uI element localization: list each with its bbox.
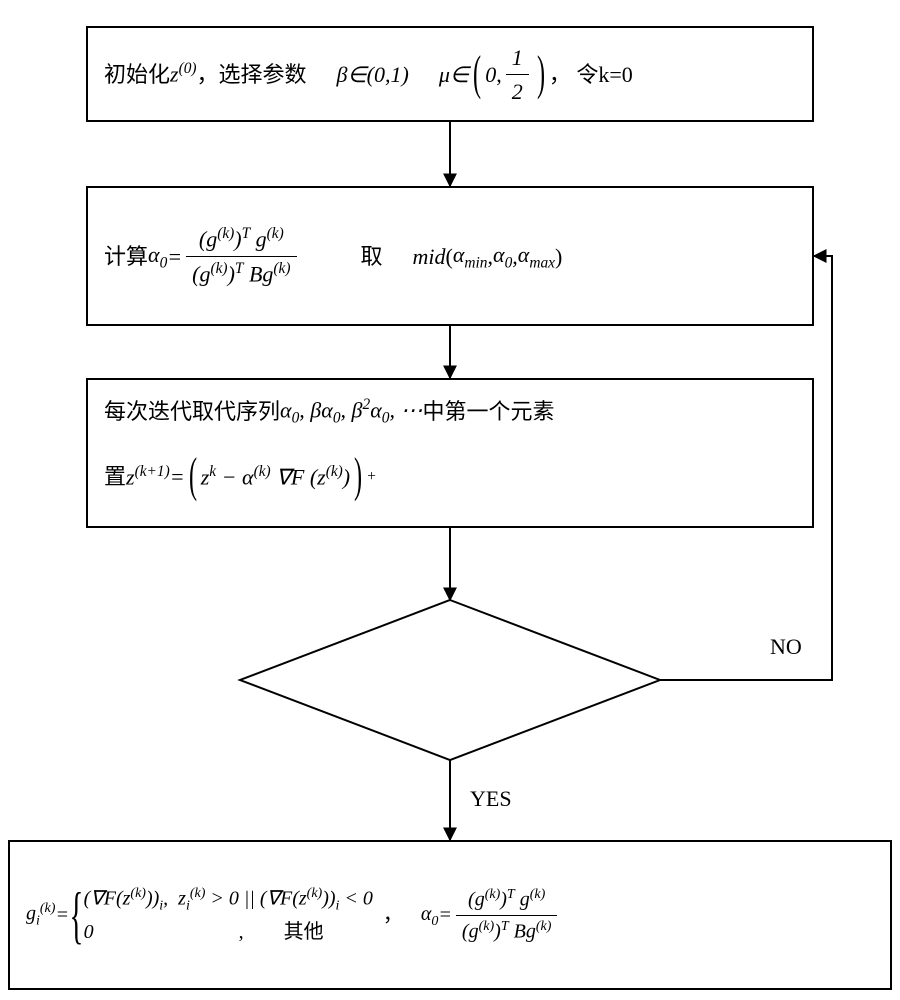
flowchart-canvas: 初始化 z(0) ，选择参数 β ∈(0,1) μ ∈ ( 0, 1 2 ) ，…: [0, 0, 900, 1000]
n4-text: 满足分辨率要求: [398, 657, 552, 682]
n5-z1k: (k): [130, 886, 146, 901]
n3-dots: ⋯: [400, 398, 422, 423]
n2-a0: 0: [505, 254, 513, 271]
n1-beta: β: [337, 62, 348, 87]
n2-a3: α: [518, 242, 530, 267]
n3-zk1: (k+1): [135, 463, 170, 480]
n5-grad2: ∇F: [267, 888, 293, 910]
n1-mu-lo: 0: [485, 58, 496, 91]
n3-line1b: 中第一个元素: [422, 395, 554, 428]
n5-alpha: α: [421, 903, 432, 925]
n3-ak: α: [242, 464, 254, 489]
node-calc-alpha: 计算 α0 = (g(k))T g(k) (g(k))T Bg(k) 取 mid…: [86, 186, 814, 326]
n1-init: 初始化: [104, 58, 170, 91]
n3-zp: z: [317, 464, 326, 489]
n1-mu: μ: [439, 62, 450, 87]
n5-zc: z: [178, 888, 186, 910]
n2-T2: T: [235, 260, 244, 277]
n5-comma: ，: [383, 900, 403, 930]
node-iterate: 每次迭代取代序列 α0, βα0, β2α0, ⋯ 中第一个元素 置 z(k+1…: [86, 378, 814, 528]
n5-zero: 0: [84, 921, 94, 943]
n5-eq: =: [55, 900, 69, 930]
n5-zck: (k): [190, 886, 206, 901]
n3-line1a: 每次迭代取代序列: [104, 395, 280, 428]
n3-plus: +: [366, 465, 376, 488]
n3-b2: β: [352, 398, 363, 423]
n1-beta-range: ∈(0,1): [348, 58, 409, 91]
n5-other: 其他: [284, 921, 324, 943]
n2-g3k: (k): [210, 260, 227, 277]
n5-or: ||: [244, 888, 255, 910]
n2-g2: g: [256, 227, 267, 252]
n2-take: 取: [361, 240, 383, 273]
n3-eq: =: [170, 460, 185, 493]
n2-g4: g: [262, 261, 273, 286]
n1-zsup: (0): [179, 60, 197, 77]
n3-b1: β: [310, 398, 321, 423]
n2-T1: T: [242, 225, 251, 242]
node-decision-text: z(k+1) 满足分辨率要求: [260, 652, 640, 684]
n1-mu-in: ∈: [450, 58, 469, 91]
n5-lt: < 0: [339, 888, 373, 910]
n1-choose: ，选择参数: [197, 58, 307, 91]
label-yes: YES: [470, 786, 512, 812]
n5-rhs-eq: =: [438, 900, 452, 930]
n2-g1k: (k): [217, 225, 234, 242]
n3-grad: ∇F: [276, 464, 304, 489]
n4-z: z: [348, 657, 357, 682]
n3-z: z: [126, 464, 135, 489]
n2-g4k: (k): [273, 260, 290, 277]
n1-tail: ， 令k=0: [549, 58, 633, 91]
n5-gt: > 0: [205, 888, 244, 910]
n1-mu-hi-den: 2: [506, 75, 529, 108]
n3-zk: z: [201, 464, 210, 489]
n2-g1: g: [206, 227, 217, 252]
node-result: gi(k) = { (∇F(z(k)))i, zi(k) > 0 || (∇F(…: [8, 840, 892, 990]
n3-a0: α: [280, 398, 292, 423]
n2-a2: α: [493, 242, 505, 267]
n3-a1: α: [321, 398, 333, 423]
n2-g3: g: [199, 261, 210, 286]
n1-z: z: [170, 62, 179, 87]
n3-minus: −: [222, 464, 242, 489]
n2-g2k: (k): [267, 225, 284, 242]
n2-amin: min: [464, 254, 487, 271]
node-init: 初始化 z(0) ，选择参数 β ∈(0,1) μ ∈ ( 0, 1 2 ) ，…: [86, 26, 814, 122]
n5-frac: (g(k))T g(k) (g(k))T Bg(k): [456, 884, 557, 946]
n3-line2a: 置: [104, 460, 126, 493]
n2-calc: 计算: [104, 240, 148, 273]
n2-frac: (g(k))T g(k) (g(k))T Bg(k): [186, 222, 296, 290]
n2-amax: max: [529, 254, 555, 271]
n5-alpha0: 0: [431, 914, 438, 929]
n2-alpha-sub: 0: [160, 254, 168, 271]
n2-mid: mid: [413, 244, 446, 269]
n2-eq: =: [167, 240, 182, 273]
n2-a1: α: [453, 242, 465, 267]
n3-zksup: k: [209, 463, 216, 480]
label-no: NO: [770, 634, 802, 660]
n1-mu-hi: 1: [506, 41, 529, 75]
n5-g: g: [26, 903, 36, 925]
n5-z2: z: [299, 888, 307, 910]
n4-zsup: (k+1): [357, 656, 392, 673]
n5-grad1: ∇F: [90, 888, 116, 910]
n5-i1: i: [159, 899, 163, 914]
n3-aksup: (k): [254, 463, 271, 480]
n2-alpha: α: [148, 242, 160, 267]
n5-gk: (k): [40, 901, 56, 916]
n2-B: B: [249, 261, 262, 286]
n3-a2: α: [370, 398, 382, 423]
n5-z2k: (k): [307, 886, 323, 901]
